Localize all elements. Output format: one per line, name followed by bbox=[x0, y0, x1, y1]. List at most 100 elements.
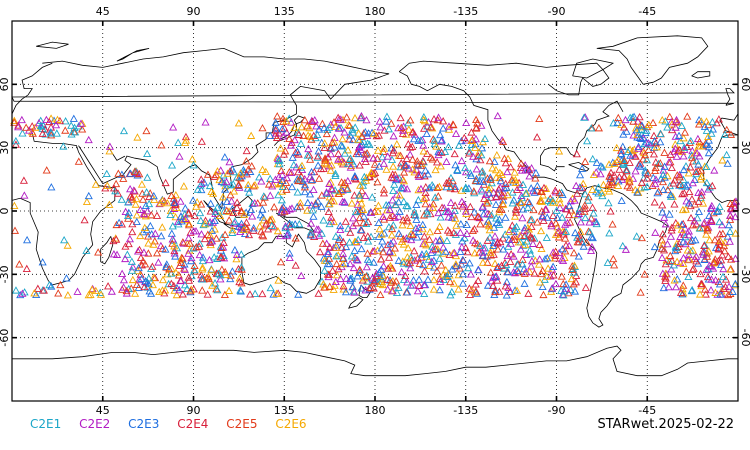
observation-marker bbox=[148, 280, 157, 289]
observation-marker bbox=[53, 115, 62, 123]
observation-marker bbox=[501, 179, 510, 187]
observation-marker bbox=[618, 142, 627, 150]
observation-marker bbox=[446, 291, 455, 299]
observation-marker bbox=[123, 250, 132, 258]
observation-marker bbox=[410, 168, 419, 176]
observation-marker bbox=[290, 135, 299, 144]
observation-marker bbox=[300, 115, 309, 124]
observation-marker bbox=[707, 217, 716, 225]
observation-marker bbox=[422, 129, 431, 137]
observation-marker bbox=[339, 237, 348, 246]
observation-marker bbox=[675, 145, 684, 154]
observation-marker bbox=[237, 208, 246, 216]
observation-marker bbox=[408, 142, 417, 151]
observation-marker bbox=[478, 167, 487, 175]
observation-marker bbox=[236, 287, 245, 295]
observation-marker bbox=[404, 125, 413, 133]
observation-marker bbox=[535, 114, 544, 122]
observation-marker bbox=[524, 289, 533, 297]
observation-marker bbox=[141, 201, 150, 209]
observation-marker bbox=[331, 243, 340, 251]
observation-marker bbox=[491, 272, 500, 281]
observation-marker bbox=[11, 136, 20, 145]
observation-marker bbox=[197, 137, 206, 145]
observation-marker bbox=[47, 183, 56, 191]
observation-marker bbox=[518, 180, 528, 188]
observation-marker bbox=[448, 265, 457, 273]
observation-marker bbox=[338, 134, 347, 143]
observation-marker bbox=[227, 197, 236, 205]
observation-marker bbox=[568, 265, 577, 273]
observation-marker bbox=[320, 283, 329, 291]
observation-marker bbox=[710, 235, 719, 244]
observation-marker bbox=[326, 149, 336, 158]
observation-marker bbox=[439, 270, 448, 278]
observation-marker bbox=[488, 164, 497, 172]
observation-marker bbox=[403, 184, 412, 193]
observation-marker bbox=[31, 123, 40, 131]
observation-marker bbox=[628, 146, 637, 155]
observation-marker bbox=[335, 233, 344, 242]
observation-marker bbox=[642, 126, 651, 134]
observation-marker bbox=[587, 214, 596, 222]
observation-marker bbox=[122, 286, 131, 295]
observation-marker bbox=[501, 158, 510, 167]
observation-marker bbox=[518, 255, 527, 263]
observation-marker bbox=[259, 216, 268, 224]
observation-marker bbox=[683, 246, 692, 254]
observation-marker bbox=[325, 243, 334, 251]
observation-marker bbox=[450, 149, 459, 158]
observation-marker bbox=[451, 160, 460, 169]
observation-marker bbox=[307, 167, 316, 176]
observation-marker bbox=[144, 274, 153, 282]
observation-marker bbox=[355, 265, 364, 273]
observation-marker bbox=[680, 143, 689, 151]
observation-marker bbox=[688, 236, 697, 244]
observation-marker bbox=[432, 142, 441, 150]
observation-marker bbox=[470, 238, 480, 247]
observation-marker bbox=[426, 123, 435, 131]
observation-marker bbox=[710, 166, 719, 174]
observation-marker bbox=[544, 264, 553, 272]
observation-marker bbox=[143, 232, 153, 240]
observation-marker bbox=[311, 199, 320, 207]
observation-marker bbox=[492, 272, 501, 280]
observation-marker bbox=[604, 180, 613, 188]
observation-marker bbox=[530, 188, 539, 196]
observation-marker bbox=[679, 281, 688, 289]
observation-marker bbox=[564, 210, 574, 219]
observation-marker bbox=[558, 213, 567, 221]
observation-marker bbox=[681, 232, 690, 241]
observation-marker bbox=[619, 157, 628, 165]
observation-marker bbox=[136, 231, 145, 240]
observation-marker bbox=[538, 191, 548, 199]
observation-marker bbox=[529, 205, 538, 214]
observation-marker bbox=[208, 218, 218, 226]
observation-marker bbox=[346, 228, 355, 236]
coastline-segment bbox=[11, 132, 116, 286]
observation-marker bbox=[168, 222, 177, 230]
observation-marker bbox=[525, 199, 534, 207]
observation-marker bbox=[629, 117, 638, 125]
observation-marker bbox=[439, 249, 448, 257]
observation-marker bbox=[314, 152, 323, 160]
observation-marker bbox=[119, 126, 129, 135]
coastline-segment bbox=[11, 88, 735, 106]
observation-marker bbox=[522, 250, 531, 258]
observation-marker bbox=[52, 129, 61, 137]
observation-marker bbox=[167, 161, 177, 169]
observation-marker bbox=[722, 150, 731, 159]
observation-marker bbox=[422, 241, 431, 249]
observation-marker bbox=[221, 267, 230, 276]
observation-marker bbox=[576, 218, 585, 226]
observation-marker bbox=[419, 112, 428, 121]
observation-marker bbox=[193, 185, 202, 193]
observation-marker bbox=[543, 253, 552, 262]
observation-marker bbox=[196, 181, 205, 189]
observation-marker bbox=[359, 212, 369, 220]
observation-marker bbox=[224, 207, 234, 215]
observation-marker bbox=[428, 124, 437, 132]
observation-marker bbox=[639, 155, 648, 163]
observation-marker bbox=[419, 194, 428, 203]
observation-marker bbox=[621, 245, 630, 253]
